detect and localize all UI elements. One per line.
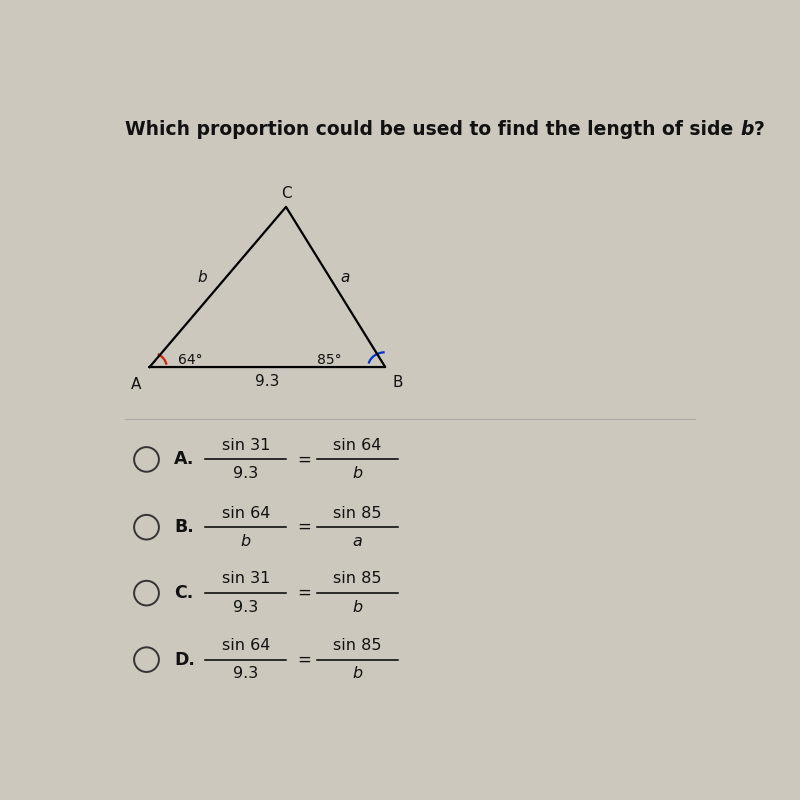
Text: C.: C. xyxy=(174,584,194,602)
Text: b: b xyxy=(241,534,250,549)
Text: =: = xyxy=(298,450,311,469)
Text: b: b xyxy=(352,600,362,614)
Text: sin 85: sin 85 xyxy=(333,638,382,653)
Text: b: b xyxy=(740,120,754,139)
Text: sin 85: sin 85 xyxy=(333,571,382,586)
Text: A.: A. xyxy=(174,450,194,469)
Text: sin 31: sin 31 xyxy=(222,571,270,586)
Text: b: b xyxy=(352,666,362,682)
Text: sin 64: sin 64 xyxy=(222,506,270,521)
Text: C: C xyxy=(281,186,291,201)
Text: =: = xyxy=(298,518,311,536)
Text: b: b xyxy=(352,466,362,481)
Text: 64°: 64° xyxy=(178,353,202,366)
Text: 85°: 85° xyxy=(317,353,342,366)
Text: D.: D. xyxy=(174,650,195,669)
Text: ?: ? xyxy=(754,120,765,139)
Text: =: = xyxy=(298,584,311,602)
Text: =: = xyxy=(298,650,311,669)
Text: 9.3: 9.3 xyxy=(233,666,258,682)
Text: sin 85: sin 85 xyxy=(333,506,382,521)
Text: 9.3: 9.3 xyxy=(255,374,279,390)
Text: b: b xyxy=(198,270,207,286)
Text: a: a xyxy=(353,534,362,549)
Text: sin 64: sin 64 xyxy=(222,638,270,653)
Text: A: A xyxy=(130,377,141,392)
Text: 9.3: 9.3 xyxy=(233,600,258,614)
Text: 9.3: 9.3 xyxy=(233,466,258,481)
Text: B.: B. xyxy=(174,518,194,536)
Text: B: B xyxy=(392,375,403,390)
Text: Which proportion could be used to find the length of side: Which proportion could be used to find t… xyxy=(125,120,739,139)
Text: a: a xyxy=(340,270,350,286)
Text: sin 64: sin 64 xyxy=(333,438,382,453)
Text: sin 31: sin 31 xyxy=(222,438,270,453)
